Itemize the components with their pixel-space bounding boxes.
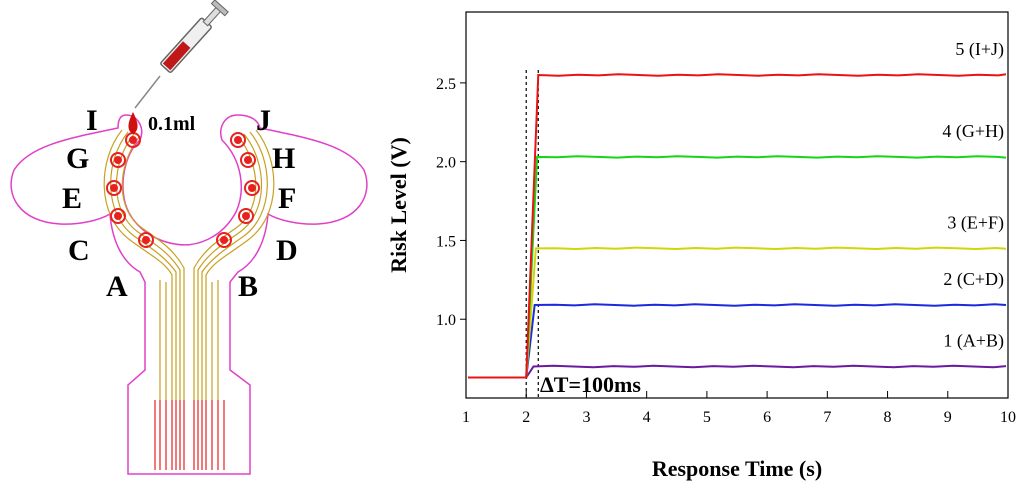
contact-pads	[154, 400, 225, 470]
electrode-h	[240, 152, 256, 168]
x-tick-label: 5	[703, 409, 711, 426]
series-line	[468, 364, 1007, 379]
x-tick-label: 2	[522, 409, 530, 426]
series-label: 3 (E+F)	[947, 212, 1004, 233]
electrodes	[106, 132, 260, 248]
series-label: 1 (A+B)	[943, 330, 1004, 351]
x-tick-label: 6	[763, 409, 771, 426]
volume-label: 0.1ml	[148, 113, 196, 135]
electrode-e	[106, 180, 122, 196]
series-line	[468, 155, 1007, 379]
x-ticks: 1 2 3 4 5 6 7 8 9 10	[462, 391, 1016, 426]
electrode-f	[244, 180, 260, 196]
series-label: 5 (I+J)	[955, 39, 1004, 60]
label-i: I	[86, 104, 98, 137]
syringe-icon	[134, 0, 229, 109]
y-tick-label: 1.0	[436, 312, 456, 329]
step-markers	[525, 70, 539, 398]
x-tick-label: 9	[944, 409, 952, 426]
label-d: D	[276, 234, 298, 267]
electrode-g	[110, 152, 126, 168]
label-e: E	[62, 182, 82, 215]
electrode-f2	[238, 208, 254, 224]
label-j: J	[256, 104, 271, 137]
series-line	[468, 246, 1007, 379]
electrode-c	[138, 232, 154, 248]
label-b: B	[238, 270, 258, 303]
electrode-d	[216, 232, 232, 248]
y-tick-label: 2.0	[436, 155, 456, 172]
label-a: A	[106, 270, 128, 303]
series-label: 2 (C+D)	[943, 269, 1004, 290]
y-axis-title: Risk Level (V)	[386, 137, 411, 273]
series-lines	[468, 73, 1007, 379]
series-labels: 1 (A+B) 2 (C+D) 3 (E+F) 4 (G+H) 5 (I+J)	[942, 39, 1004, 351]
x-tick-label: 1	[462, 409, 470, 426]
x-axis-title: Response Time (s)	[652, 456, 822, 481]
label-h: H	[272, 142, 295, 175]
electrode-j	[230, 132, 246, 148]
label-g: G	[66, 142, 89, 175]
label-c: C	[68, 234, 90, 267]
x-tick-label: 3	[582, 409, 590, 426]
series-label: 4 (G+H)	[942, 121, 1004, 142]
sensor-diagram: I J 0.1ml G H E F C D A B	[10, 0, 368, 475]
sensor-outline	[10, 114, 368, 475]
x-tick-label: 4	[643, 409, 651, 426]
y-ticks: 1.0 1.5 2.0 2.5	[436, 76, 466, 329]
y-tick-label: 2.5	[436, 76, 456, 93]
series-line	[468, 303, 1007, 379]
plot-frame	[465, 11, 1009, 399]
label-f: F	[278, 182, 296, 215]
x-tick-label: 8	[884, 409, 892, 426]
delta-t-annotation: ΔT=100ms	[540, 372, 641, 397]
blood-drop-icon	[128, 112, 138, 134]
y-tick-label: 1.5	[436, 233, 456, 250]
series-line	[468, 73, 1007, 379]
x-tick-label: 10	[1000, 409, 1016, 426]
x-tick-label: 7	[823, 409, 831, 426]
response-chart: 1 2 3 4 5 6 7 8 9 10 1.0 1.5 2.0 2.5 1 (A+B) 2 (C+D) 3…	[386, 11, 1016, 481]
electrode-e2	[110, 208, 126, 224]
